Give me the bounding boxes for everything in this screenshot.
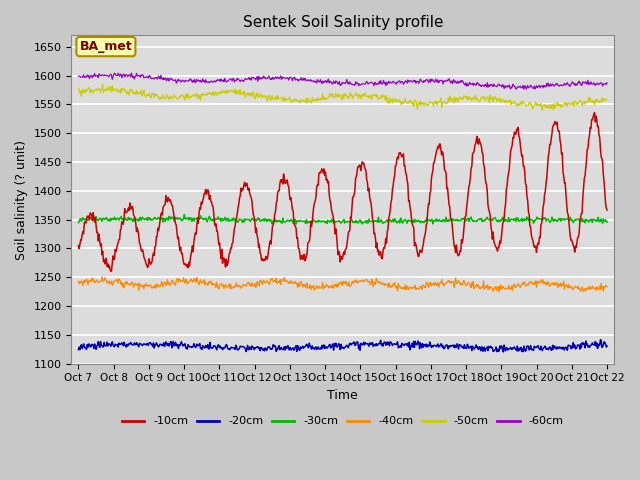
Legend: -10cm, -20cm, -30cm, -40cm, -50cm, -60cm: -10cm, -20cm, -30cm, -40cm, -50cm, -60cm bbox=[118, 412, 568, 431]
-10cm bbox=[107, 268, 115, 274]
-50cm bbox=[75, 85, 83, 91]
X-axis label: Time: Time bbox=[328, 389, 358, 402]
-60cm bbox=[604, 80, 611, 86]
-60cm bbox=[408, 79, 415, 84]
-40cm bbox=[140, 282, 147, 288]
-10cm bbox=[423, 220, 431, 226]
-30cm bbox=[139, 214, 147, 220]
-50cm bbox=[538, 108, 546, 113]
-10cm bbox=[75, 242, 83, 248]
Title: Sentek Soil Salinity profile: Sentek Soil Salinity profile bbox=[243, 15, 443, 30]
-10cm bbox=[604, 207, 611, 213]
-10cm bbox=[408, 216, 415, 222]
-20cm bbox=[604, 343, 611, 349]
-30cm bbox=[84, 217, 92, 223]
-30cm bbox=[424, 217, 431, 223]
-60cm bbox=[127, 70, 135, 76]
Y-axis label: Soil salinity (? unit): Soil salinity (? unit) bbox=[15, 140, 28, 260]
-40cm bbox=[193, 275, 201, 280]
-40cm bbox=[423, 280, 431, 286]
-30cm bbox=[292, 221, 300, 227]
-10cm bbox=[591, 110, 598, 116]
-20cm bbox=[407, 343, 415, 348]
-40cm bbox=[604, 284, 611, 289]
-30cm bbox=[180, 212, 188, 217]
-50cm bbox=[221, 90, 228, 96]
-60cm bbox=[221, 75, 228, 81]
-50cm bbox=[604, 96, 611, 102]
-20cm bbox=[500, 349, 508, 355]
-40cm bbox=[408, 285, 415, 290]
Line: -50cm: -50cm bbox=[79, 84, 607, 110]
-50cm bbox=[408, 101, 415, 107]
-60cm bbox=[75, 73, 83, 79]
-40cm bbox=[84, 282, 92, 288]
-20cm bbox=[84, 344, 92, 350]
-10cm bbox=[221, 259, 228, 264]
-60cm bbox=[423, 77, 431, 83]
-40cm bbox=[75, 278, 83, 284]
-20cm bbox=[422, 341, 430, 347]
-30cm bbox=[604, 219, 611, 225]
-50cm bbox=[423, 103, 431, 108]
-10cm bbox=[193, 223, 201, 229]
Line: -20cm: -20cm bbox=[79, 340, 607, 352]
Line: -40cm: -40cm bbox=[79, 277, 607, 292]
-60cm bbox=[520, 86, 528, 92]
-60cm bbox=[140, 72, 147, 78]
-50cm bbox=[84, 86, 92, 92]
-10cm bbox=[84, 214, 92, 220]
-40cm bbox=[98, 274, 106, 280]
-50cm bbox=[193, 91, 201, 96]
Line: -30cm: -30cm bbox=[79, 215, 607, 224]
-50cm bbox=[99, 82, 106, 87]
Line: -10cm: -10cm bbox=[79, 113, 607, 271]
-10cm bbox=[140, 249, 147, 255]
-30cm bbox=[408, 219, 416, 225]
-40cm bbox=[221, 283, 228, 289]
-30cm bbox=[193, 216, 201, 221]
-50cm bbox=[140, 89, 147, 95]
Line: -60cm: -60cm bbox=[79, 73, 607, 89]
Text: BA_met: BA_met bbox=[79, 40, 132, 53]
-30cm bbox=[75, 220, 83, 226]
-40cm bbox=[495, 289, 503, 295]
-60cm bbox=[193, 76, 201, 82]
-20cm bbox=[75, 347, 83, 352]
-60cm bbox=[84, 73, 92, 79]
-30cm bbox=[221, 215, 228, 220]
-20cm bbox=[139, 343, 147, 348]
-20cm bbox=[220, 345, 228, 350]
-20cm bbox=[192, 344, 200, 350]
-20cm bbox=[596, 337, 604, 343]
